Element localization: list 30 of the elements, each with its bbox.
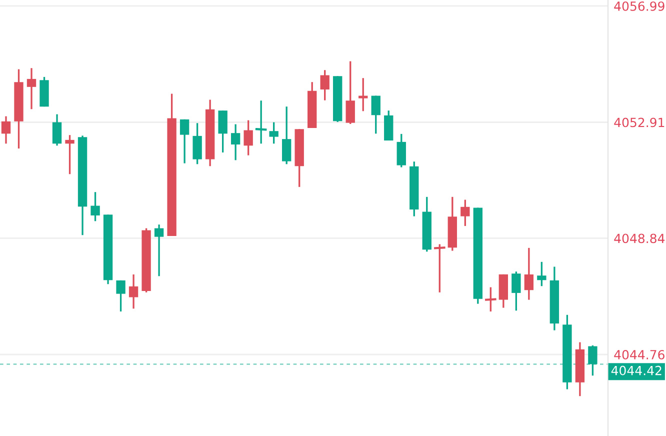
y-tick-label: 4048.84 — [614, 234, 665, 244]
candlestick — [180, 118, 190, 164]
candlestick — [460, 198, 470, 227]
candlestick — [282, 106, 292, 165]
candlestick — [52, 113, 62, 146]
candlestick — [230, 123, 240, 161]
y-tick-label: 4056.99 — [614, 1, 664, 11]
candlestick — [90, 191, 100, 222]
candlestick — [524, 247, 534, 301]
candlestick — [218, 110, 228, 154]
candlestick — [65, 134, 74, 175]
candlestick — [358, 77, 368, 112]
candlestick — [396, 133, 406, 168]
candlestick — [192, 122, 202, 165]
ref-line-label: 4044.42 — [611, 366, 662, 376]
candlestick — [588, 344, 598, 376]
candlestick — [269, 121, 278, 144]
candlestick — [244, 119, 253, 156]
candlestick — [116, 280, 126, 312]
y-tick-label: 4052.91 — [614, 118, 664, 128]
candlestick — [320, 69, 330, 102]
candlestick — [154, 224, 164, 277]
candlestick — [26, 67, 36, 110]
y-tick-label: 4044.76 — [614, 350, 664, 360]
candlestick — [346, 60, 355, 125]
candlestick — [1, 115, 11, 144]
candlestick — [537, 261, 546, 287]
candlestick — [128, 274, 138, 310]
candlestick — [371, 94, 380, 134]
candlestick — [512, 270, 521, 312]
